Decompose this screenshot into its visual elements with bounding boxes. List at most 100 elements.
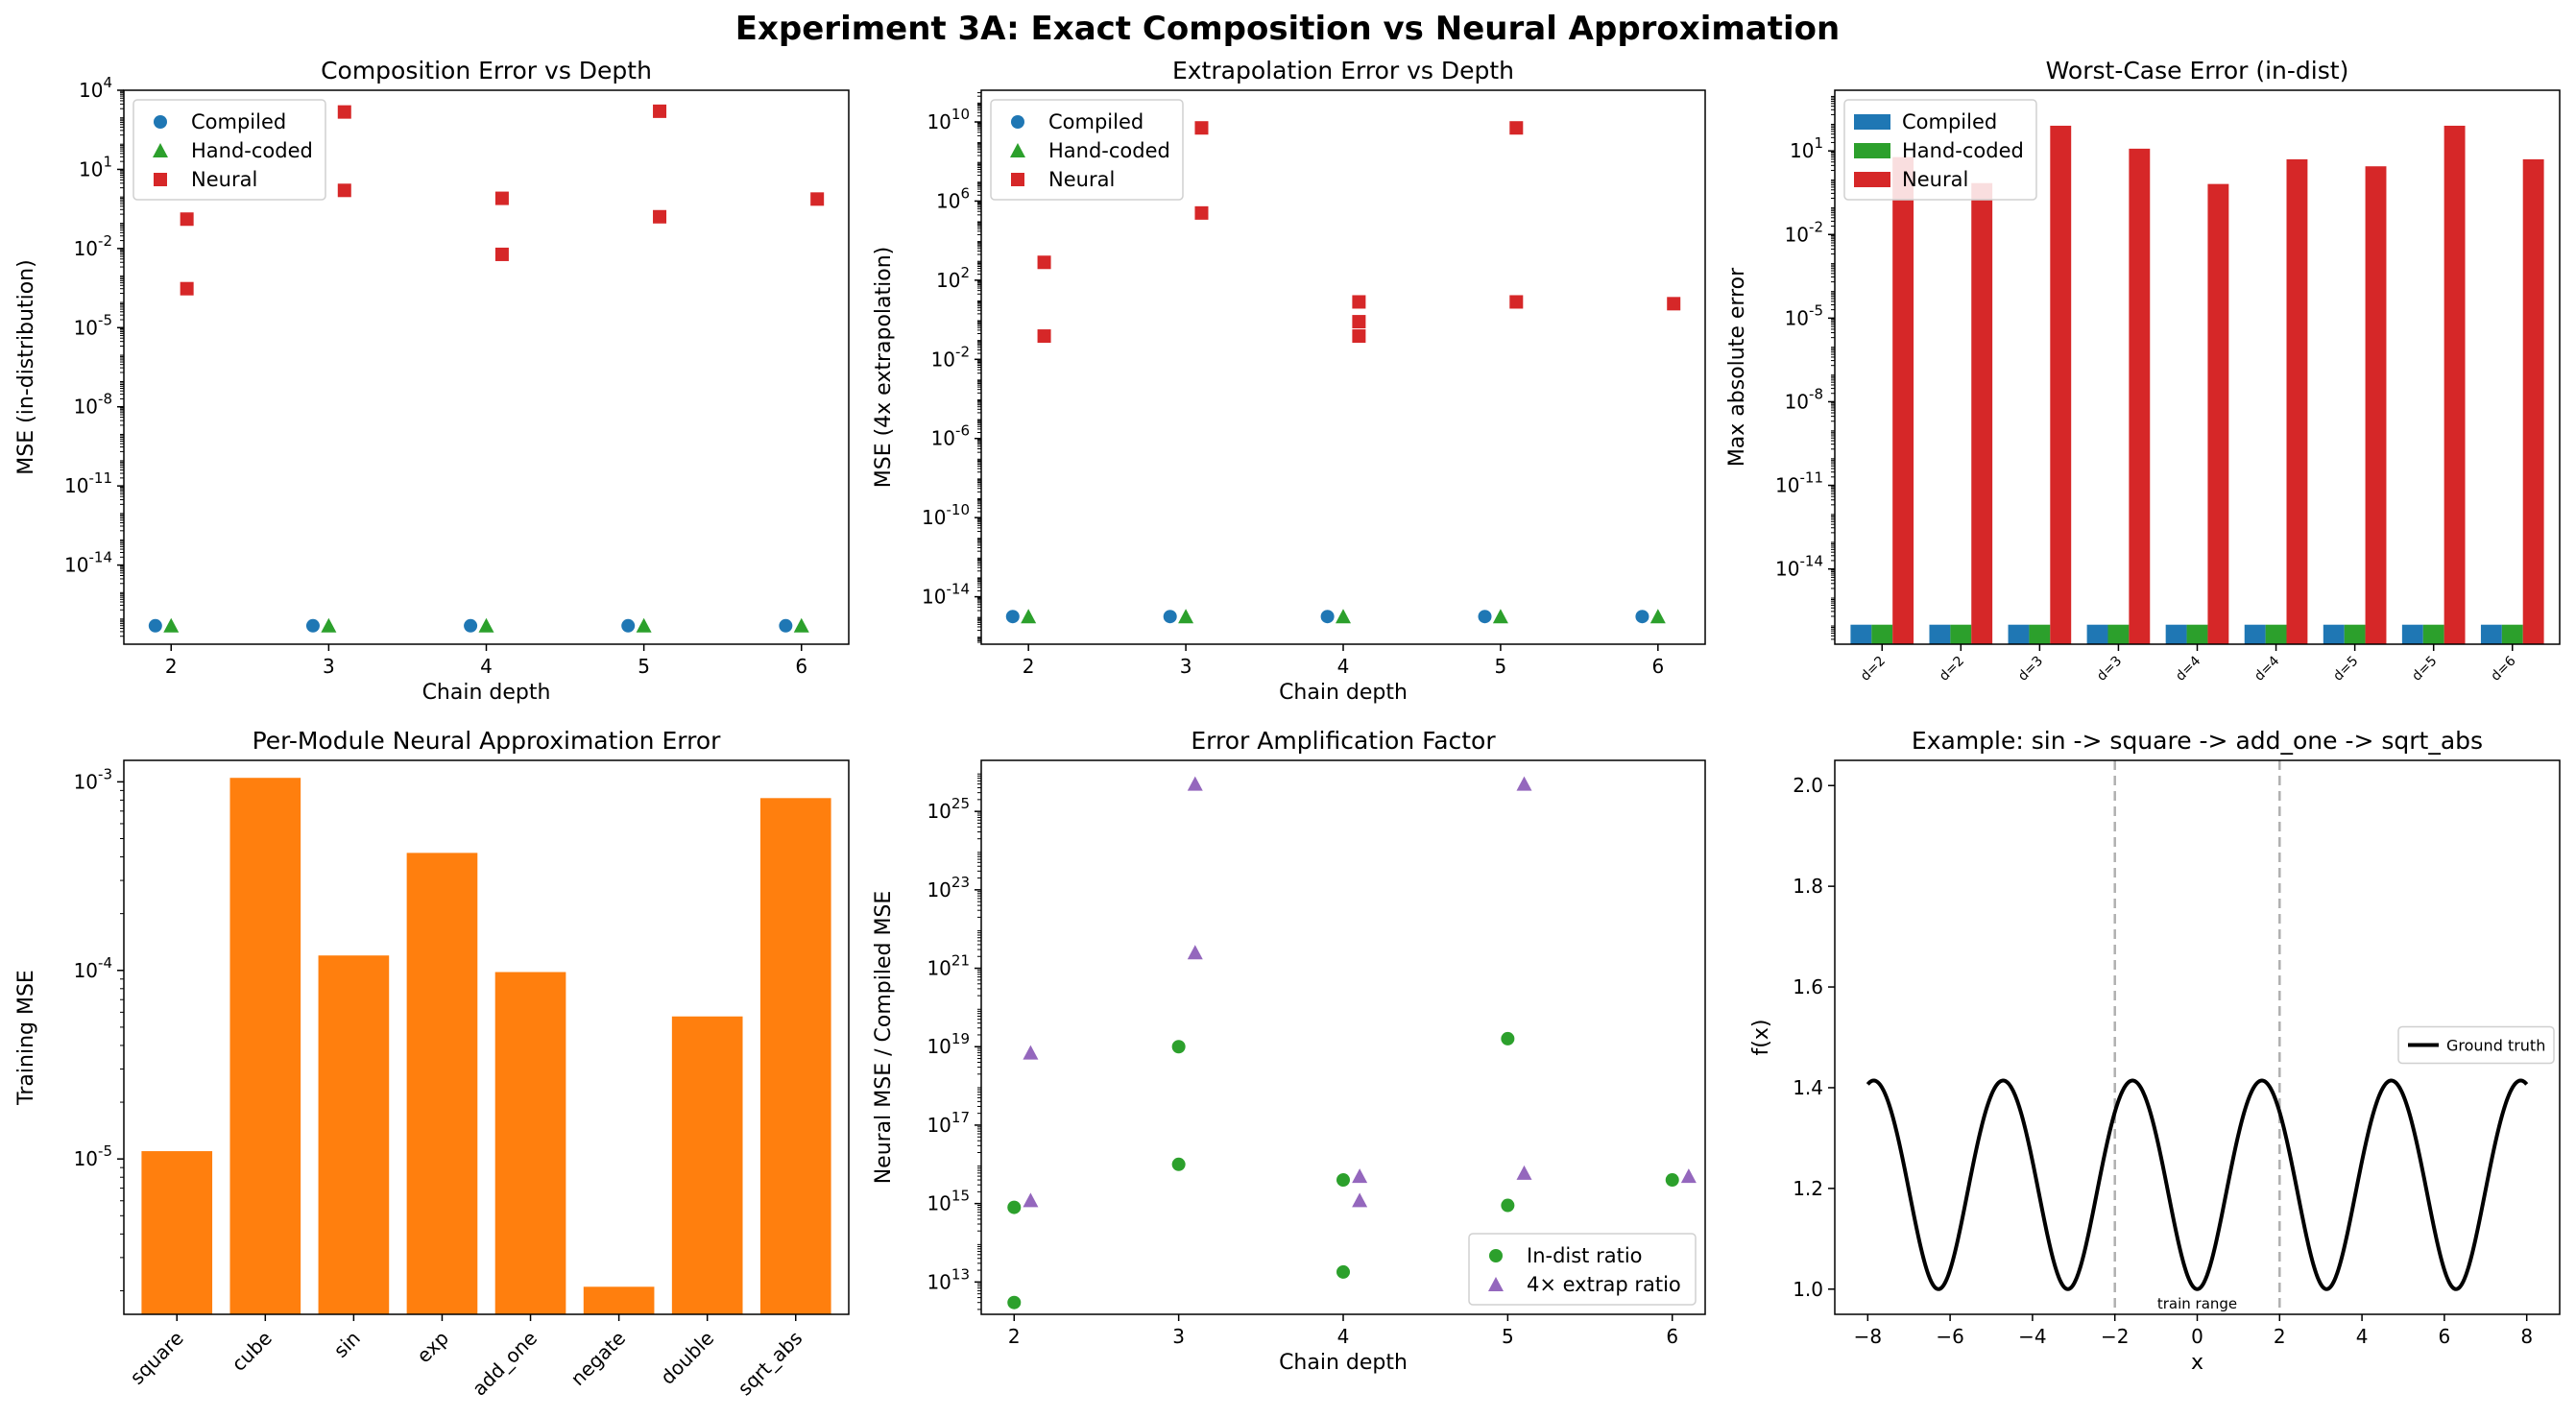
legend-box bbox=[1843, 99, 2037, 201]
y-tick-label: 10-5 bbox=[1785, 301, 1823, 329]
chart-p6: Example: sin -> square -> add_one -> sqr… bbox=[1749, 727, 2561, 1375]
legend-marker bbox=[1010, 143, 1025, 157]
data-point-4-extrap-ratio bbox=[1187, 945, 1203, 960]
data-point-neural bbox=[1509, 295, 1524, 309]
x-tick-label: 2 bbox=[2274, 1325, 2286, 1348]
data-point-neural bbox=[337, 105, 351, 119]
bar-hand-coded bbox=[2107, 624, 2130, 644]
x-tick-label: 3 bbox=[1180, 655, 1192, 678]
chart-title: Composition Error vs Depth bbox=[321, 57, 652, 84]
x-tick-label: 5 bbox=[1495, 655, 1507, 678]
data-point-4-extrap-ratio bbox=[1023, 1045, 1039, 1060]
x-tick-label: −2 bbox=[2101, 1325, 2129, 1348]
data-point-in-dist-ratio bbox=[1336, 1264, 1350, 1279]
legend-label: Hand-coded bbox=[191, 139, 313, 162]
legend-marker bbox=[154, 115, 167, 129]
data-point-neural bbox=[653, 209, 667, 224]
bar-compiled bbox=[2401, 624, 2423, 644]
y-tick-label: 1019 bbox=[927, 1030, 970, 1058]
data-point-compiled bbox=[148, 618, 162, 633]
plot-frame bbox=[980, 89, 1706, 645]
y-axis-label: MSE (in-distribution) bbox=[14, 259, 38, 474]
legend-label: 4× extrap ratio bbox=[1527, 1273, 1681, 1296]
y-tick-label: 10-10 bbox=[922, 501, 970, 529]
y-tick-label: 1015 bbox=[927, 1188, 970, 1215]
legend-label: Compiled bbox=[191, 110, 286, 133]
y-tick-label: 101 bbox=[79, 153, 112, 180]
y-tick-label: 10-2 bbox=[74, 232, 112, 260]
bar-compiled bbox=[2008, 624, 2030, 644]
y-tick-label: 2.0 bbox=[1793, 774, 1823, 797]
data-point-neural bbox=[1194, 121, 1209, 135]
data-point-in-dist-ratio bbox=[1336, 1173, 1350, 1188]
x-tick-label: 8 bbox=[2520, 1325, 2533, 1348]
legend-marker bbox=[154, 173, 167, 186]
data-point-compiled bbox=[621, 618, 636, 633]
data-point-neural bbox=[1667, 297, 1681, 311]
x-tick-label: 4 bbox=[1337, 655, 1350, 678]
legend-marker bbox=[153, 143, 168, 157]
bar-module bbox=[229, 778, 301, 1314]
bar-hand-coded bbox=[1950, 624, 1972, 644]
chart-title: Example: sin -> square -> add_one -> sqr… bbox=[1912, 727, 2483, 755]
legend-marker bbox=[1011, 115, 1024, 129]
x-tick-label: −8 bbox=[1854, 1325, 1882, 1348]
x-tick-label: 2 bbox=[1023, 655, 1035, 678]
data-point-4-extrap-ratio bbox=[1187, 776, 1203, 791]
bar-compiled bbox=[1929, 624, 1951, 644]
legend-box bbox=[990, 99, 1184, 201]
data-point-compiled bbox=[1320, 610, 1335, 624]
legend-marker bbox=[1488, 1277, 1504, 1291]
y-tick-label: 106 bbox=[936, 184, 970, 212]
chart-p2: Extrapolation Error vs Depth 10-14 10-10 10… bbox=[872, 57, 1706, 705]
legend-marker bbox=[1011, 173, 1024, 186]
data-point-hand-coded bbox=[793, 617, 809, 633]
legend-label: Neural bbox=[1902, 168, 1968, 191]
data-point-neural bbox=[1352, 329, 1366, 344]
chart-p1: Composition Error vs Depth 10-14 10-11 10-8… bbox=[14, 57, 850, 705]
bar-compiled bbox=[2244, 624, 2266, 644]
bar-module bbox=[759, 798, 831, 1314]
legend-label: Hand-coded bbox=[1902, 139, 2024, 162]
data-point-compiled bbox=[1005, 610, 1020, 624]
bar-neural bbox=[2207, 183, 2229, 644]
data-point-in-dist-ratio bbox=[1501, 1031, 1515, 1045]
bar-compiled bbox=[2086, 624, 2108, 644]
data-point-hand-coded bbox=[1178, 609, 1194, 624]
x-axis-label: Chain depth bbox=[1279, 1351, 1408, 1375]
y-axis-label: MSE (4x extrapolation) bbox=[872, 247, 896, 489]
figure-suptitle: Experiment 3A: Exact Composition vs Neur… bbox=[735, 10, 1840, 48]
x-tick-label: 5 bbox=[638, 655, 650, 678]
y-tick-label: 10-14 bbox=[64, 549, 112, 577]
chart-p5: Error Amplification Factor 1013 1015 1017 10… bbox=[872, 727, 1706, 1375]
x-tick-label: 4 bbox=[480, 655, 493, 678]
legend-label: Compiled bbox=[1902, 110, 1997, 133]
bar-neural bbox=[2522, 158, 2544, 644]
data-point-4-extrap-ratio bbox=[1680, 1168, 1697, 1184]
data-point-in-dist-ratio bbox=[1171, 1157, 1186, 1171]
data-point-neural bbox=[180, 212, 194, 227]
bar-neural bbox=[1892, 156, 1914, 644]
bar-compiled bbox=[2165, 624, 2187, 644]
y-tick-label: 102 bbox=[936, 264, 970, 292]
data-point-compiled bbox=[1478, 610, 1492, 624]
y-tick-label: 10-5 bbox=[74, 311, 112, 339]
legend-label: Ground truth bbox=[2446, 1037, 2545, 1055]
data-point-4-extrap-ratio bbox=[1023, 1192, 1039, 1208]
bar-hand-coded bbox=[2422, 624, 2444, 644]
x-axis-label: x bbox=[2191, 1351, 2203, 1375]
y-tick-label: 1.4 bbox=[1793, 1076, 1823, 1099]
data-point-neural bbox=[180, 281, 194, 296]
data-point-neural bbox=[1037, 255, 1051, 270]
y-tick-label: 10-8 bbox=[74, 391, 112, 419]
bar-neural bbox=[2365, 166, 2387, 644]
data-point-4-extrap-ratio bbox=[1352, 1168, 1368, 1184]
legend-box bbox=[2397, 1025, 2555, 1065]
data-point-in-dist-ratio bbox=[1007, 1295, 1022, 1310]
bar-module bbox=[318, 955, 390, 1314]
chart-title: Per-Module Neural Approximation Error bbox=[253, 727, 722, 755]
y-axis-label: f(x) bbox=[1749, 1020, 1773, 1056]
bar-hand-coded bbox=[2344, 624, 2366, 644]
y-tick-label: 1023 bbox=[927, 874, 970, 901]
